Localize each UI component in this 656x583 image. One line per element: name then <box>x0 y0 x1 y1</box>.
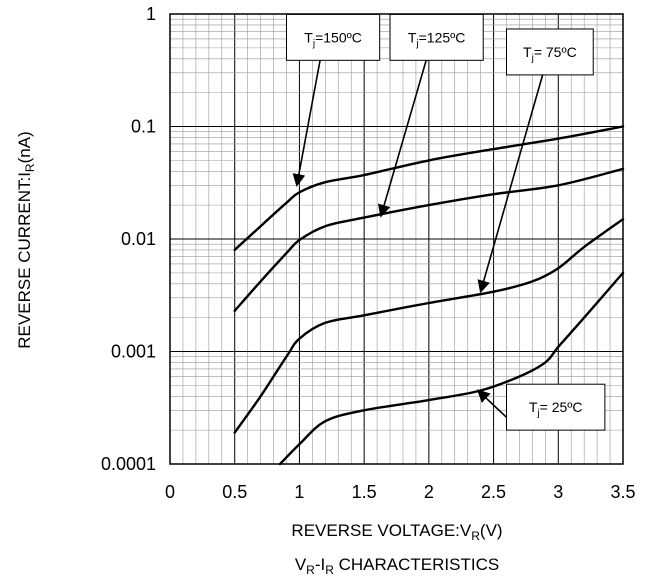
callout-arrow <box>476 389 508 418</box>
callout-arrow <box>292 59 321 187</box>
plot-frame <box>169 13 624 465</box>
series-line <box>233 218 625 434</box>
callout-label: Tj=150ºC <box>304 29 362 49</box>
x-axis-title: REVERSE VOLTAGE:VR(V) <box>291 521 502 543</box>
x-tick-label: 3.5 <box>610 482 635 502</box>
callout-arrow <box>477 74 544 294</box>
x-tick-label: 3 <box>553 482 563 502</box>
callout-box <box>506 28 594 76</box>
callouts: Tj=150ºC Tj=125ºC Tj= 75ºC Tj= 25ºC <box>285 13 606 431</box>
series-line <box>233 167 625 312</box>
tick-labels: 0 0.5 1 1.5 2 2.5 3 3.5 0.0001 0.001 0.01 0.1 1 <box>101 4 636 502</box>
callout-label: Tj= 25ºC <box>529 399 583 419</box>
callout-arrow <box>377 59 428 218</box>
callout-box <box>506 383 606 431</box>
series-line <box>233 125 625 252</box>
y-tick-label: 0.1 <box>131 117 156 137</box>
x-tick-label: 0.5 <box>222 482 247 502</box>
callout-label: Tj=125ºC <box>408 29 466 49</box>
series-line <box>278 271 625 466</box>
chart-title: VR-IR CHARACTERISTICS <box>295 555 499 577</box>
callout-label: Tj= 75ºC <box>523 44 577 64</box>
y-axis-title: REVERSE CURRENT:IR(nA) <box>15 131 37 348</box>
y-tick-label: 0.01 <box>121 229 156 249</box>
y-tick-label: 0.001 <box>111 342 156 362</box>
y-tick-label: 0.0001 <box>101 454 156 474</box>
x-tick-label: 2.5 <box>481 482 506 502</box>
y-tick-label: 1 <box>146 4 156 24</box>
x-tick-label: 2 <box>424 482 434 502</box>
x-tick-label: 0 <box>165 482 175 502</box>
x-tick-label: 1 <box>294 482 304 502</box>
x-tick-label: 1.5 <box>352 482 377 502</box>
